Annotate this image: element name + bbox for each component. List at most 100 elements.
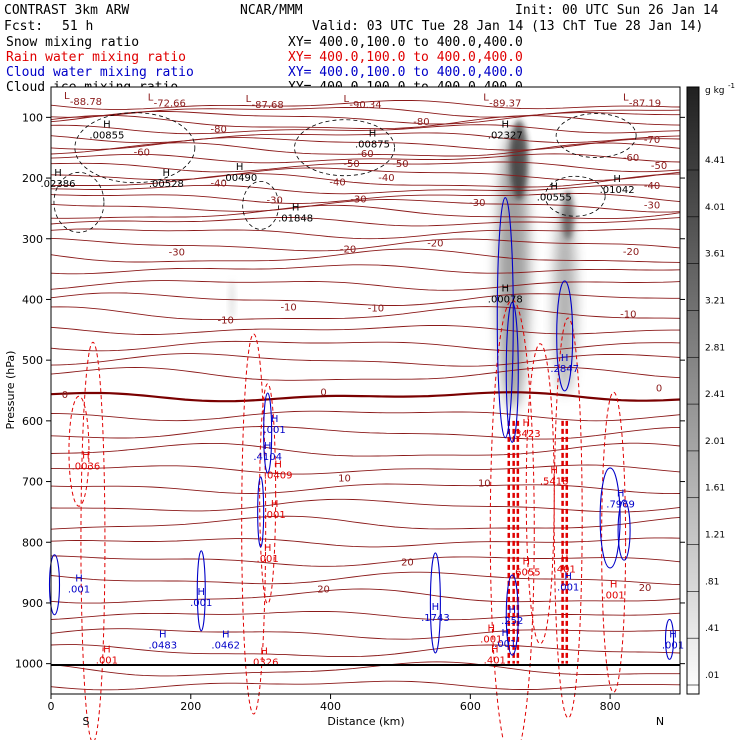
isotherm-label: -80 xyxy=(413,117,429,128)
isotherm-label: 10 xyxy=(478,478,491,489)
isotherm-line xyxy=(50,628,681,640)
rain-maximum-value: .401 xyxy=(554,564,576,575)
cloud-water-contour xyxy=(505,574,519,656)
colorbar-unit-exp: -1 xyxy=(728,82,735,90)
legend-xy: XY= 400.0,100.0 to 400.0,400.0 xyxy=(288,50,523,65)
rain-maximum-value: .3423 xyxy=(512,429,541,440)
isotherm-line xyxy=(50,167,681,181)
snow-maximum-value: .00078 xyxy=(488,294,523,305)
isotherm-line xyxy=(50,661,680,677)
rain-maximum-h: H xyxy=(522,418,530,429)
chart-marks: -30-30-30 -30 -30-40 -40-40 -40-50 -50 -50-60-… xyxy=(40,91,684,668)
rain-maximum-value: .001 xyxy=(602,591,624,602)
cloud-water-maximum-h: H xyxy=(669,629,677,640)
colorbar-label: .41 xyxy=(705,624,719,634)
rain-maximum-value: .001 xyxy=(257,554,279,565)
temperature-contours xyxy=(50,99,681,691)
minimum-value: -90.34 xyxy=(349,100,381,111)
isotherm-line xyxy=(50,248,681,263)
cloud-water-maximum-h: H xyxy=(617,489,625,500)
snow-maximum-h: H xyxy=(550,181,558,192)
minimum-value: -87.19 xyxy=(629,98,661,109)
legend-label: Cloud water mixing ratio xyxy=(6,65,194,80)
isotherm-line xyxy=(50,292,680,306)
cloud-water-maximum-value: .0462 xyxy=(211,640,240,651)
minimum-value: -88.78 xyxy=(70,97,102,108)
rain-contour xyxy=(259,383,277,605)
snow-maximum-h: H xyxy=(502,283,510,294)
fcst-value: 51 h xyxy=(62,19,93,34)
cloud-water-contour xyxy=(505,301,519,443)
y-tick-label: 1000 xyxy=(15,658,43,671)
isotherm-label: -60 xyxy=(134,148,150,159)
isotherm-line xyxy=(50,114,681,130)
rain-maximum-value: .001 xyxy=(480,634,502,645)
rain-contour xyxy=(241,333,267,715)
rain-maximum-h: H xyxy=(264,543,272,554)
cloud-water-contour xyxy=(263,392,273,474)
isotherm-line xyxy=(50,571,681,586)
isotherm-line xyxy=(50,515,681,530)
snow-maximum-value: .00555 xyxy=(537,192,572,203)
minimum-marker: L xyxy=(623,92,629,103)
cloud-ice-contour xyxy=(74,112,196,184)
legend-label: Snow mixing ratio xyxy=(6,35,139,50)
isotherm-line xyxy=(50,199,681,213)
isotherm-line xyxy=(50,280,681,291)
colorbar-label: 2.01 xyxy=(705,437,725,447)
snow-maximum-h: H xyxy=(163,168,171,179)
minimum-marker: L xyxy=(148,92,154,103)
isotherm-line xyxy=(50,498,681,513)
isotherm-line xyxy=(50,442,681,457)
colorbar-label: 3.21 xyxy=(705,296,725,306)
rain-maximum-value: .0036 xyxy=(72,461,101,472)
cloud-water-maximum-h: H xyxy=(502,628,510,639)
cloud-water-maximum-h: H xyxy=(271,414,279,425)
legend-label: Rain water mixing ratio xyxy=(6,50,186,65)
isotherm-line xyxy=(50,111,680,125)
south-label: S xyxy=(83,715,90,728)
isotherm-line xyxy=(50,137,681,151)
rain-maximum-value: .0409 xyxy=(264,470,293,481)
cloud-water-maximum-value: .001 xyxy=(190,598,212,609)
isotherm-line xyxy=(50,537,681,548)
snow-maximum-h: H xyxy=(502,119,510,130)
rain-maximum-value: .0326 xyxy=(250,657,279,668)
isotherm-label: -20 xyxy=(340,245,356,256)
snow-maximum-value: .00490 xyxy=(222,173,257,184)
cloud-water-maximum-h: H xyxy=(564,572,572,583)
cloud-water-maximum-h: H xyxy=(509,605,517,616)
isotherm-label: -50 xyxy=(343,159,359,170)
rain-contour xyxy=(80,341,106,740)
y-tick-label: 200 xyxy=(22,172,43,185)
minimum-marker: L xyxy=(64,91,70,102)
cloud-water-contour xyxy=(599,467,621,569)
cloud-water-maximum-value: .001 xyxy=(494,639,516,650)
isotherm-line xyxy=(50,426,681,440)
minimum-marker: L xyxy=(246,94,252,105)
cloud-ice-contour xyxy=(544,175,606,217)
colorbar-label: 2.41 xyxy=(705,390,725,400)
y-tick-label: 600 xyxy=(22,415,43,428)
cloud-water-maximum-h: H xyxy=(561,353,569,364)
isotherm-label: -40 xyxy=(378,173,394,184)
isotherm-label: 0 xyxy=(62,390,68,401)
colorbar-label: 1.21 xyxy=(705,531,725,541)
y-tick-label: 100 xyxy=(22,111,43,124)
rain-maximum-h: H xyxy=(274,459,282,470)
isotherm-line xyxy=(50,483,681,495)
rain-maximum-h: H xyxy=(610,580,618,591)
org-label: NCAR/MMM xyxy=(240,3,303,18)
isotherm-line xyxy=(50,644,681,658)
cloud-water-maximum-h: H xyxy=(75,574,83,585)
cloud-ice-contour xyxy=(242,180,280,230)
snow-maximum-h: H xyxy=(613,174,621,185)
rain-contour xyxy=(489,299,535,740)
colorbar-label: 4.41 xyxy=(705,156,725,166)
north-label: N xyxy=(656,715,664,728)
rain-maximum-h: H xyxy=(271,499,279,510)
cloud-water-maximum-value: .4104 xyxy=(253,452,282,463)
isotherm-label: -40 xyxy=(211,179,227,190)
isotherm-line xyxy=(50,325,680,335)
y-tick-label: 900 xyxy=(22,597,43,610)
